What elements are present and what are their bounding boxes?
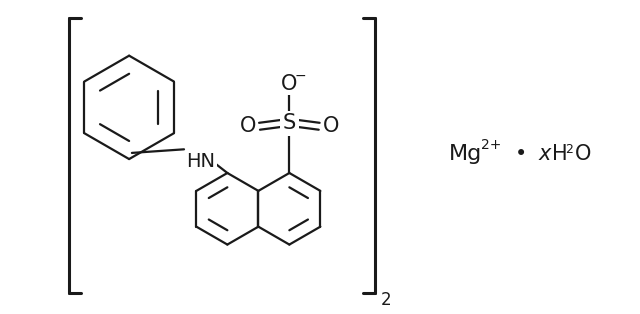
Text: x: x [539,144,551,164]
Text: Mg: Mg [449,144,483,164]
Text: 2: 2 [566,143,573,156]
Text: 2: 2 [381,291,391,309]
Text: O: O [323,116,339,136]
Text: 2+: 2+ [481,138,501,152]
Text: S: S [283,113,296,133]
Text: O: O [239,116,256,136]
Text: •: • [515,144,527,164]
Text: O: O [575,144,591,164]
Text: −: − [294,68,306,83]
Text: O: O [281,73,298,94]
Text: HN: HN [186,152,215,171]
Text: H: H [552,144,567,164]
